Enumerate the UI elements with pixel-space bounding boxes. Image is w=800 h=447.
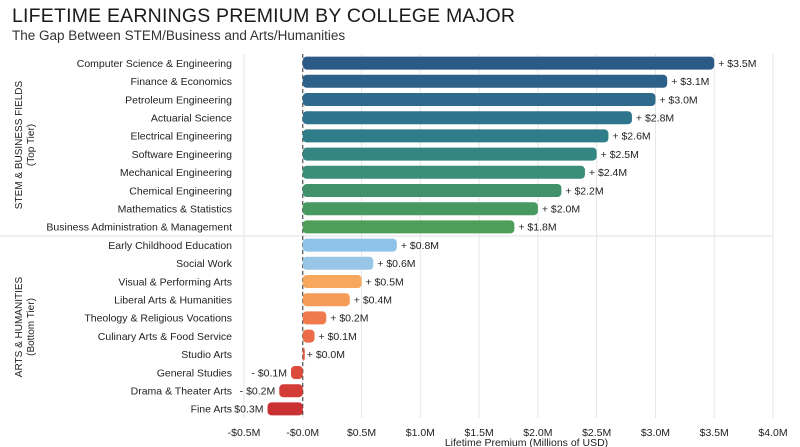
bar: [302, 147, 597, 161]
category-label: Drama & Theater Arts: [131, 386, 232, 398]
data-label: + $0.6M: [377, 258, 415, 270]
data-label: + $3.5M: [718, 58, 756, 70]
group-sublabel: (Bottom Tier): [26, 298, 37, 356]
gridlines: [0, 54, 774, 418]
category-label: Fine Arts: [191, 404, 232, 416]
data-label: + $0.5M: [366, 276, 404, 288]
bar: [302, 111, 632, 125]
category-label: Computer Science & Engineering: [77, 58, 232, 70]
x-tick-label: $1.0M: [406, 427, 435, 439]
bar: [302, 202, 538, 216]
bar: [302, 74, 668, 88]
data-label: + $3.1M: [671, 76, 709, 88]
bar: [302, 238, 397, 252]
labels: -$0.5M -$0.0M $0.5M $1.0M $1.5M $2.0M $2.5M $3.…: [14, 58, 788, 447]
group-label: ARTS & HUMANITIES: [14, 276, 25, 377]
bars: [267, 56, 715, 416]
bar: [302, 56, 715, 70]
category-label: Early Childhood Education: [108, 240, 232, 252]
category-label: Liberal Arts & Humanities: [114, 295, 232, 307]
data-label: + $2.2M: [565, 185, 603, 197]
data-label: + $2.5M: [601, 149, 639, 161]
data-label: - $0.2M: [240, 386, 276, 398]
bar: [302, 165, 585, 179]
x-tick-label: $1.5M: [465, 427, 494, 439]
bar: [267, 402, 303, 416]
category-label: Software Engineering: [132, 149, 233, 161]
x-axis-title: Lifetime Premium (Millions of USD): [445, 437, 608, 447]
category-label: Visual & Performing Arts: [118, 276, 232, 288]
category-label: Business Administration & Management: [46, 222, 232, 234]
x-tick-label: -$0.0M: [286, 427, 319, 439]
category-label: Finance & Economics: [130, 76, 232, 88]
data-label: + $0.4M: [354, 295, 392, 307]
category-label: General Studies: [157, 367, 232, 379]
x-tick-label: $4.0M: [758, 427, 787, 439]
x-tick-label: $3.5M: [700, 427, 729, 439]
data-label: + $2.0M: [542, 204, 580, 216]
x-tick-label: $3.0M: [641, 427, 670, 439]
group-sublabel: (Top Tier): [26, 124, 37, 166]
data-label: + $3.0M: [659, 94, 697, 106]
category-label: Mathematics & Statistics: [118, 204, 232, 216]
bar: [302, 256, 374, 270]
data-label: + $0.8M: [401, 240, 439, 252]
bar: [302, 311, 327, 325]
data-label: + $2.4M: [589, 167, 627, 179]
data-label: + $2.8M: [636, 113, 674, 125]
bar: [279, 384, 303, 398]
category-label: Culinary Arts & Food Service: [98, 331, 232, 343]
category-label: Chemical Engineering: [129, 185, 232, 197]
category-label: Petroleum Engineering: [125, 94, 232, 106]
category-label: Studio Arts: [181, 349, 232, 361]
chart-title: LIFETIME EARNINGS PREMIUM BY COLLEGE MAJ…: [12, 5, 516, 27]
bar: [302, 93, 656, 106]
data-label: + $0.0M: [307, 349, 345, 361]
data-label: + $0.1M: [319, 331, 357, 343]
bar: [302, 347, 305, 361]
bar: [302, 293, 350, 307]
bar: [291, 366, 303, 379]
x-tick-label: $0.5M: [347, 427, 376, 439]
category-label: Actuarial Science: [151, 113, 232, 125]
data-label: - $0.3M: [228, 404, 264, 416]
bar: [302, 275, 362, 288]
chart-subtitle: The Gap Between STEM/Business and Arts/H…: [12, 28, 346, 43]
x-tick-label: $2.0M: [523, 427, 552, 439]
category-label: Theology & Religious Vocations: [84, 313, 232, 325]
category-label: Mechanical Engineering: [120, 167, 232, 179]
bar: [302, 129, 609, 143]
group-label: STEM & BUSINESS FIELDS: [14, 80, 25, 209]
data-label: + $1.8M: [518, 222, 556, 234]
x-tick-label: $2.5M: [582, 427, 611, 439]
bar: [302, 329, 315, 343]
bar: [302, 184, 562, 197]
category-label: Electrical Engineering: [130, 131, 232, 143]
data-label: + $0.2M: [330, 313, 368, 325]
x-tick-label: -$0.5M: [228, 427, 261, 439]
category-label: Social Work: [176, 258, 233, 270]
data-label: + $2.6M: [612, 131, 650, 143]
data-label: - $0.1M: [251, 367, 287, 379]
bar: [302, 220, 515, 234]
